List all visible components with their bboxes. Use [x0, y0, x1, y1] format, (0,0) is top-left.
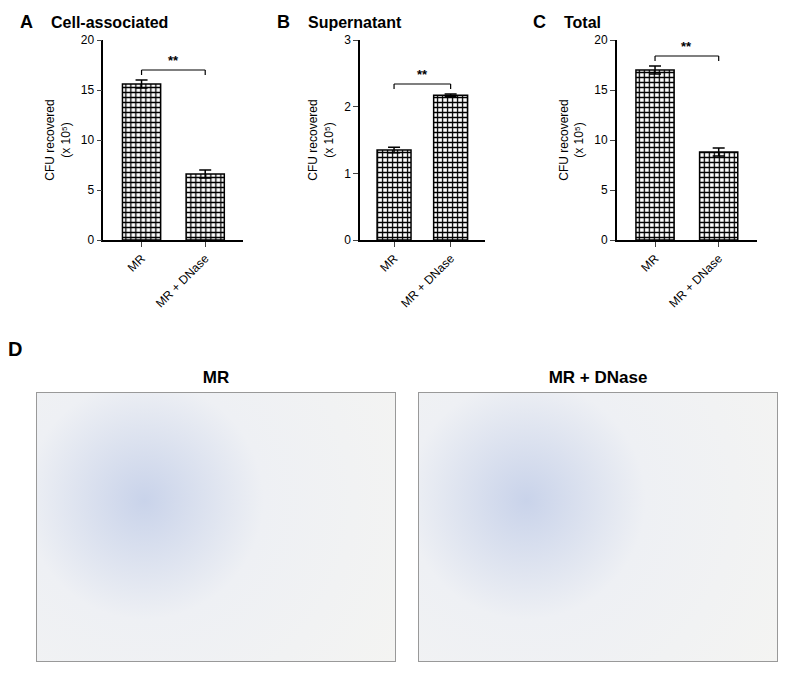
- svg-text:0: 0: [601, 233, 608, 247]
- svg-text:20: 20: [81, 33, 95, 47]
- svg-text:**: **: [417, 67, 428, 82]
- svg-text:15: 15: [81, 83, 95, 97]
- svg-text:5: 5: [601, 183, 608, 197]
- svg-text:Total: Total: [564, 14, 601, 31]
- svg-text:MR + DNase: MR + DNase: [153, 251, 212, 310]
- html-text:MR + DNase: MR + DNase: [548, 368, 648, 387]
- svg-text:Supernatant: Supernatant: [308, 14, 402, 31]
- svg-text:15: 15: [594, 83, 608, 97]
- svg-text:MR: MR: [125, 251, 148, 274]
- svg-text:10: 10: [594, 133, 608, 147]
- svg-text:MR: MR: [638, 251, 661, 274]
- svg-text:CFU recovered(x 10⁵): CFU recovered(x 10⁵): [557, 99, 587, 180]
- svg-text:B: B: [277, 12, 290, 32]
- svg-text:**: **: [681, 39, 692, 54]
- svg-text:MR: MR: [377, 251, 400, 274]
- svg-text:C: C: [533, 12, 546, 32]
- svg-text:A: A: [20, 12, 33, 32]
- svg-text:CFU recovered(x 10⁵): CFU recovered(x 10⁵): [306, 99, 336, 180]
- html-text:D: D: [8, 338, 23, 360]
- svg-text:Cell-associated: Cell-associated: [51, 14, 168, 31]
- svg-text:1: 1: [344, 167, 351, 181]
- svg-text:2: 2: [344, 100, 351, 114]
- html-text:MR: MR: [202, 368, 230, 387]
- svg-text:CFU recovered(x 10⁵): CFU recovered(x 10⁵): [43, 99, 73, 180]
- svg-text:**: **: [168, 53, 179, 68]
- svg-text:20: 20: [594, 33, 608, 47]
- svg-text:0: 0: [344, 233, 351, 247]
- svg-text:MR + DNase: MR + DNase: [398, 251, 457, 310]
- svg-text:5: 5: [88, 183, 95, 197]
- svg-text:3: 3: [344, 33, 351, 47]
- svg-text:MR + DNase: MR + DNase: [666, 251, 725, 310]
- svg-text:0: 0: [88, 233, 95, 247]
- svg-text:10: 10: [81, 133, 95, 147]
